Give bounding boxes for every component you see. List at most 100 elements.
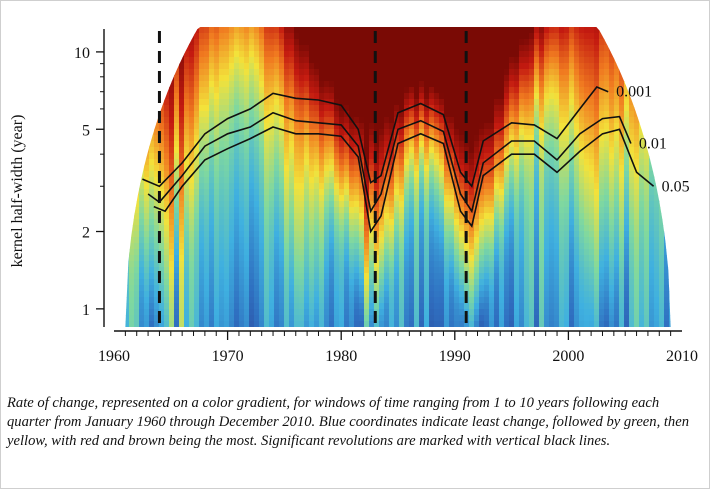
heat-cell — [329, 177, 335, 184]
heat-cell — [379, 135, 385, 142]
heat-cell — [199, 123, 205, 130]
heat-cell — [414, 291, 420, 298]
heat-cell — [364, 297, 370, 304]
heat-cell — [574, 273, 580, 280]
heat-cell — [424, 201, 430, 208]
heat-cell — [254, 57, 260, 64]
heat-cell — [119, 189, 125, 196]
heat-cell — [459, 207, 465, 214]
heat-cell — [404, 93, 410, 100]
heat-cell — [384, 177, 390, 184]
heat-cell — [224, 33, 230, 40]
heat-cell — [499, 303, 505, 310]
heat-cell — [389, 183, 395, 190]
heat-cell — [314, 219, 320, 226]
heat-cell — [514, 153, 520, 160]
heat-cell — [244, 87, 250, 94]
heat-cell — [529, 33, 535, 40]
heat-cell — [544, 135, 550, 142]
heat-cell — [504, 201, 510, 208]
heat-cell — [514, 231, 520, 238]
heat-cell — [129, 315, 135, 322]
heat-cell — [309, 57, 315, 64]
heat-cell — [449, 27, 455, 34]
heat-cell — [514, 177, 520, 184]
heat-cell — [189, 39, 195, 46]
heat-cell — [194, 243, 200, 250]
heat-cell — [179, 171, 185, 178]
heat-cell — [394, 255, 400, 262]
heat-cell — [604, 111, 610, 118]
heat-cell — [484, 177, 490, 184]
heat-cell — [264, 207, 270, 214]
heat-cell — [125, 117, 130, 124]
heat-cell — [114, 33, 120, 40]
heat-cell — [229, 255, 235, 262]
heat-cell — [304, 33, 310, 40]
heat-cell — [299, 225, 305, 232]
heat-cell — [169, 201, 175, 208]
heat-cell — [579, 237, 585, 244]
heat-cell — [264, 225, 270, 232]
heat-cell — [274, 309, 280, 316]
heat-cell — [479, 81, 485, 88]
heat-cell — [484, 111, 490, 118]
heat-cell — [139, 51, 145, 58]
heat-cell — [399, 45, 405, 52]
heat-cell — [309, 153, 315, 160]
heat-cell — [129, 225, 135, 232]
heat-cell — [574, 33, 580, 40]
heat-cell — [239, 315, 245, 322]
heat-cell — [309, 177, 315, 184]
heat-cell — [129, 57, 135, 64]
heat-cell — [504, 81, 510, 88]
heat-cell — [299, 99, 305, 106]
heat-cell — [264, 69, 270, 76]
heat-cell — [384, 315, 390, 322]
heat-cell — [399, 153, 405, 160]
heat-cell — [309, 75, 315, 82]
heat-cell — [479, 153, 485, 160]
heat-cell — [584, 183, 590, 190]
heat-cell — [334, 171, 340, 178]
heat-cell — [274, 279, 280, 286]
heat-cell — [174, 309, 180, 316]
heat-cell — [139, 111, 145, 118]
heat-cell — [139, 165, 145, 172]
heat-cell — [524, 111, 530, 118]
heat-cell — [419, 261, 425, 268]
heat-cell — [274, 147, 280, 154]
heat-cell — [264, 81, 270, 88]
heat-cell — [129, 99, 135, 106]
heat-cell — [519, 243, 525, 250]
heat-cell — [359, 57, 365, 64]
heat-cell — [249, 177, 255, 184]
heat-cell — [239, 261, 245, 268]
heat-cell — [159, 231, 165, 238]
heat-cell — [199, 213, 205, 220]
heat-cell — [554, 39, 560, 46]
heat-cell — [239, 69, 245, 76]
heat-cell — [249, 147, 255, 154]
heat-cell — [125, 249, 130, 256]
heat-cell — [324, 69, 330, 76]
heat-cell — [134, 159, 140, 166]
heat-cell — [214, 255, 220, 262]
heat-cell — [234, 75, 240, 82]
heat-cell — [519, 33, 525, 40]
heat-cell — [119, 201, 125, 208]
heat-cell — [319, 69, 325, 76]
heat-cell — [389, 123, 395, 130]
heat-cell — [249, 93, 255, 100]
heat-cell — [434, 201, 440, 208]
heat-cell — [309, 147, 315, 154]
heat-cell — [534, 255, 540, 262]
heat-cell — [274, 237, 280, 244]
heat-cell — [129, 165, 135, 172]
heat-cell — [125, 51, 130, 58]
heat-cell — [134, 153, 140, 160]
heat-cell — [179, 279, 185, 286]
heat-cell — [434, 303, 440, 310]
heat-cell — [604, 183, 610, 190]
heat-cell — [434, 33, 440, 40]
